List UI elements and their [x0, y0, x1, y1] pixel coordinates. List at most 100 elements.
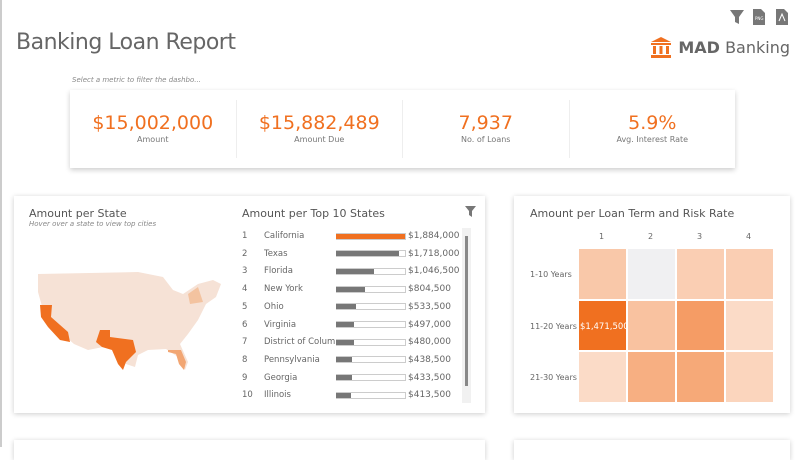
- heatmap-cell[interactable]: [725, 299, 774, 352]
- us-outline: [38, 272, 221, 370]
- state-amount: $413,500: [408, 390, 451, 401]
- heatmap-cell[interactable]: [676, 248, 725, 300]
- filter-icon[interactable]: [730, 9, 744, 25]
- state-row[interactable]: 9 Georgia $433,500: [242, 371, 451, 385]
- state-texas[interactable]: [96, 330, 136, 370]
- left-border: [0, 0, 2, 447]
- brand-logo: MAD Banking: [650, 36, 790, 58]
- state-name: Georgia: [264, 372, 298, 383]
- state-new-york[interactable]: [188, 287, 203, 304]
- state-rank: 1: [242, 231, 248, 241]
- bank-icon: [651, 37, 672, 58]
- top-states-title: Amount per Top 10 States: [242, 207, 385, 220]
- state-rank: 3: [242, 266, 248, 277]
- state-bar-track: [336, 391, 406, 399]
- svg-text:PNG: PNG: [755, 16, 764, 21]
- state-amount: $438,500: [408, 354, 451, 365]
- heatmap-cell[interactable]: [676, 351, 725, 404]
- heatmap-col-label: 1: [599, 232, 605, 241]
- state-rank: 9: [242, 372, 248, 383]
- state-bar: [336, 286, 366, 292]
- state-bar-track: [336, 303, 406, 311]
- bottom-right-panel: [514, 440, 790, 460]
- state-row[interactable]: 10 Illinois $413,500: [242, 388, 451, 402]
- heatmap-cell[interactable]: [578, 248, 627, 300]
- state-row[interactable]: 6 Virginia $497,000: [242, 318, 451, 332]
- heatmap-row-label: 1-10 Years: [530, 270, 572, 279]
- heatmap-cell[interactable]: $1,471,500: [578, 299, 629, 352]
- state-name: Ohio: [264, 301, 284, 312]
- state-name: Florida: [264, 266, 293, 277]
- us-map[interactable]: [38, 272, 224, 372]
- brand-strong: MAD: [678, 37, 720, 57]
- kpi-amount-due[interactable]: $15,882,489 Amount Due: [237, 100, 403, 158]
- state-name: Virginia: [264, 319, 297, 330]
- brand-rest: Banking: [725, 37, 790, 57]
- state-bar-track: [336, 374, 406, 382]
- kpi-label: Avg. Interest Rate: [616, 135, 689, 144]
- kpi-card: $15,002,000 Amount $15,882,489 Amount Due …: [70, 90, 735, 168]
- png-export-icon[interactable]: PNG: [753, 9, 767, 25]
- kpi-value: 7,937: [458, 112, 513, 134]
- state-bar-track: [336, 285, 406, 293]
- state-row[interactable]: 1 California $1,884,000: [242, 229, 460, 243]
- bottom-left-panel: [14, 440, 485, 460]
- kpi-amount[interactable]: $15,002,000 Amount: [70, 100, 237, 158]
- heatmap-col-label: 4: [746, 232, 752, 241]
- state-row[interactable]: 8 Pennsylvania $438,500: [242, 353, 451, 367]
- state-bar: [336, 339, 354, 345]
- top-states-scrollbar[interactable]: [462, 228, 471, 403]
- state-florida[interactable]: [168, 350, 186, 370]
- state-name: New York: [264, 284, 303, 295]
- metric-hint: Select a metric to filter the dashbo...: [72, 76, 201, 84]
- heatmap-cell[interactable]: [627, 299, 676, 352]
- state-bar: [336, 392, 352, 398]
- top-states-filter-icon[interactable]: [465, 206, 476, 217]
- kpi-loans[interactable]: 7,937 No. of Loans: [403, 100, 570, 158]
- heatmap-col-label: 2: [648, 232, 654, 241]
- state-amount: $1,884,000: [408, 231, 460, 241]
- state-name: Illinois: [264, 390, 291, 401]
- heatmap-cell-label: $1,471,500: [580, 321, 629, 332]
- state-rank: 4: [242, 284, 248, 295]
- state-row[interactable]: 2 Texas $1,718,000: [242, 247, 460, 261]
- heatmap-cell[interactable]: [676, 299, 725, 352]
- state-bar: [336, 322, 355, 327]
- state-name: Pennsylvania: [264, 354, 320, 365]
- heatmap-col-label: 3: [697, 232, 703, 241]
- heatmap-cell[interactable]: [627, 248, 676, 300]
- heatmap-cell[interactable]: [627, 351, 676, 404]
- state-bar-track: [336, 232, 406, 240]
- state-row[interactable]: 7 District of Colum... $480,000: [242, 335, 451, 349]
- state-rank: 8: [242, 354, 248, 365]
- state-california[interactable]: [40, 305, 70, 342]
- kpi-value: 5.9%: [628, 112, 677, 134]
- state-row[interactable]: 4 New York $804,500: [242, 282, 451, 296]
- state-rank: 5: [242, 301, 248, 312]
- pdf-export-icon[interactable]: [776, 9, 790, 25]
- state-amount: $1,046,500: [408, 266, 460, 277]
- kpi-interest[interactable]: 5.9% Avg. Interest Rate: [570, 100, 736, 158]
- state-bar: [336, 357, 353, 363]
- heatmap-title: Amount per Loan Term and Risk Rate: [530, 207, 735, 220]
- state-amount: $433,500: [408, 372, 451, 383]
- state-amount: $533,500: [408, 301, 451, 312]
- state-amount: $497,000: [408, 319, 451, 330]
- state-bar-track: [336, 250, 406, 258]
- state-row[interactable]: 5 Ohio $533,500: [242, 300, 451, 314]
- kpi-value: $15,002,000: [92, 112, 214, 134]
- kpi-value: $15,882,489: [258, 112, 380, 134]
- heatmap-cell[interactable]: [578, 351, 627, 404]
- heatmap-cell[interactable]: [725, 351, 774, 404]
- heatmap-cell[interactable]: [725, 248, 774, 300]
- state-bar: [336, 233, 405, 239]
- map-title: Amount per State: [29, 207, 127, 220]
- state-rank: 7: [242, 337, 248, 348]
- state-row[interactable]: 3 Florida $1,046,500: [242, 264, 460, 278]
- state-bar-track: [336, 356, 406, 364]
- state-name: California: [264, 231, 305, 241]
- state-bar: [336, 304, 356, 310]
- heatmap-row-label: 21-30 Years: [530, 373, 577, 383]
- state-bar-track: [336, 338, 406, 346]
- state-rank: 6: [242, 319, 248, 330]
